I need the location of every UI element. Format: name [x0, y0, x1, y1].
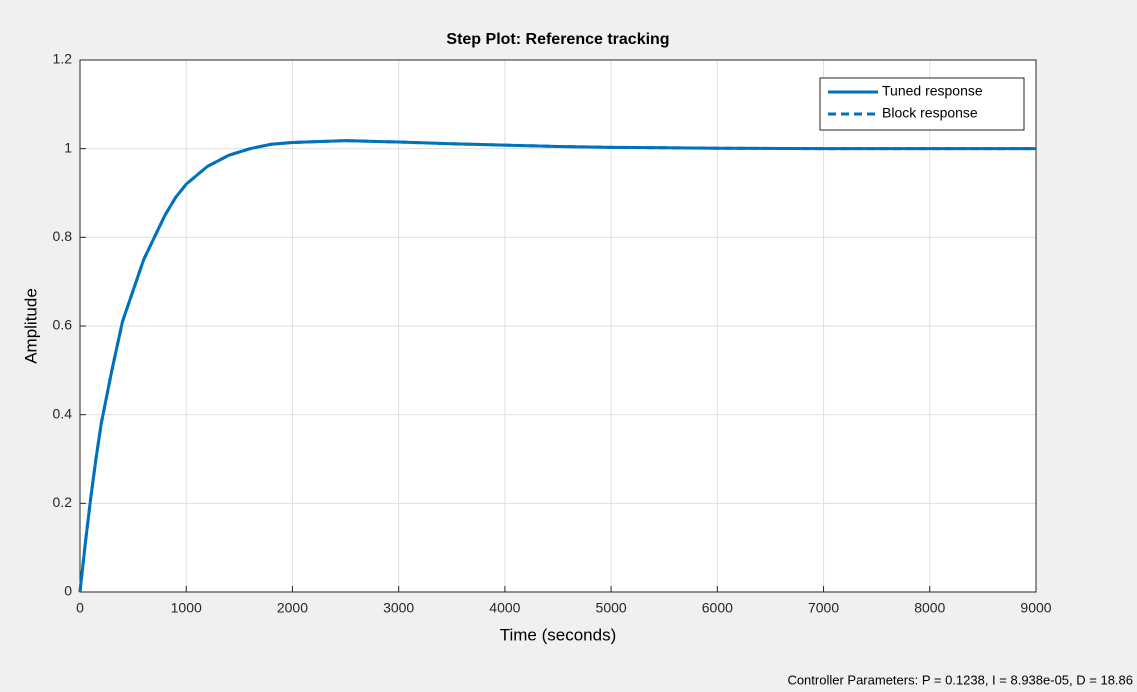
x-tick-label: 1000 [171, 600, 202, 616]
footer: Controller Parameters: P = 0.1238, I = 8… [787, 672, 1133, 687]
x-tick-label: 3000 [383, 600, 414, 616]
x-tick-label: 2000 [277, 600, 308, 616]
x-tick-label: 4000 [489, 600, 520, 616]
x-tick-label: 5000 [596, 600, 627, 616]
y-tick-label: 0.8 [53, 228, 73, 244]
y-tick-label: 0.6 [53, 317, 73, 333]
y-tick-label: 0.4 [53, 405, 73, 421]
x-tick-label: 8000 [914, 600, 945, 616]
x-tick-label: 6000 [702, 600, 733, 616]
legend-box [819, 77, 1025, 131]
y-tick-label: 0 [64, 583, 72, 599]
x-tick-label: 9000 [1020, 600, 1051, 616]
y-tick-label: 1.2 [53, 51, 73, 67]
y-axis-label: Amplitude [21, 288, 40, 364]
chart-title: Step Plot: Reference tracking [446, 31, 669, 48]
series-line [78, 139, 1036, 593]
x-tick-label: 7000 [808, 600, 839, 616]
y-tick-label: 1 [64, 139, 72, 155]
legend-label: Block response [882, 105, 978, 121]
y-tick-label: 0.2 [53, 494, 73, 510]
axes-box [79, 59, 1037, 593]
legend-label: Tuned response [882, 83, 983, 99]
x-tick-label: 0 [76, 600, 84, 616]
x-axis-label: Time (seconds) [500, 625, 617, 644]
